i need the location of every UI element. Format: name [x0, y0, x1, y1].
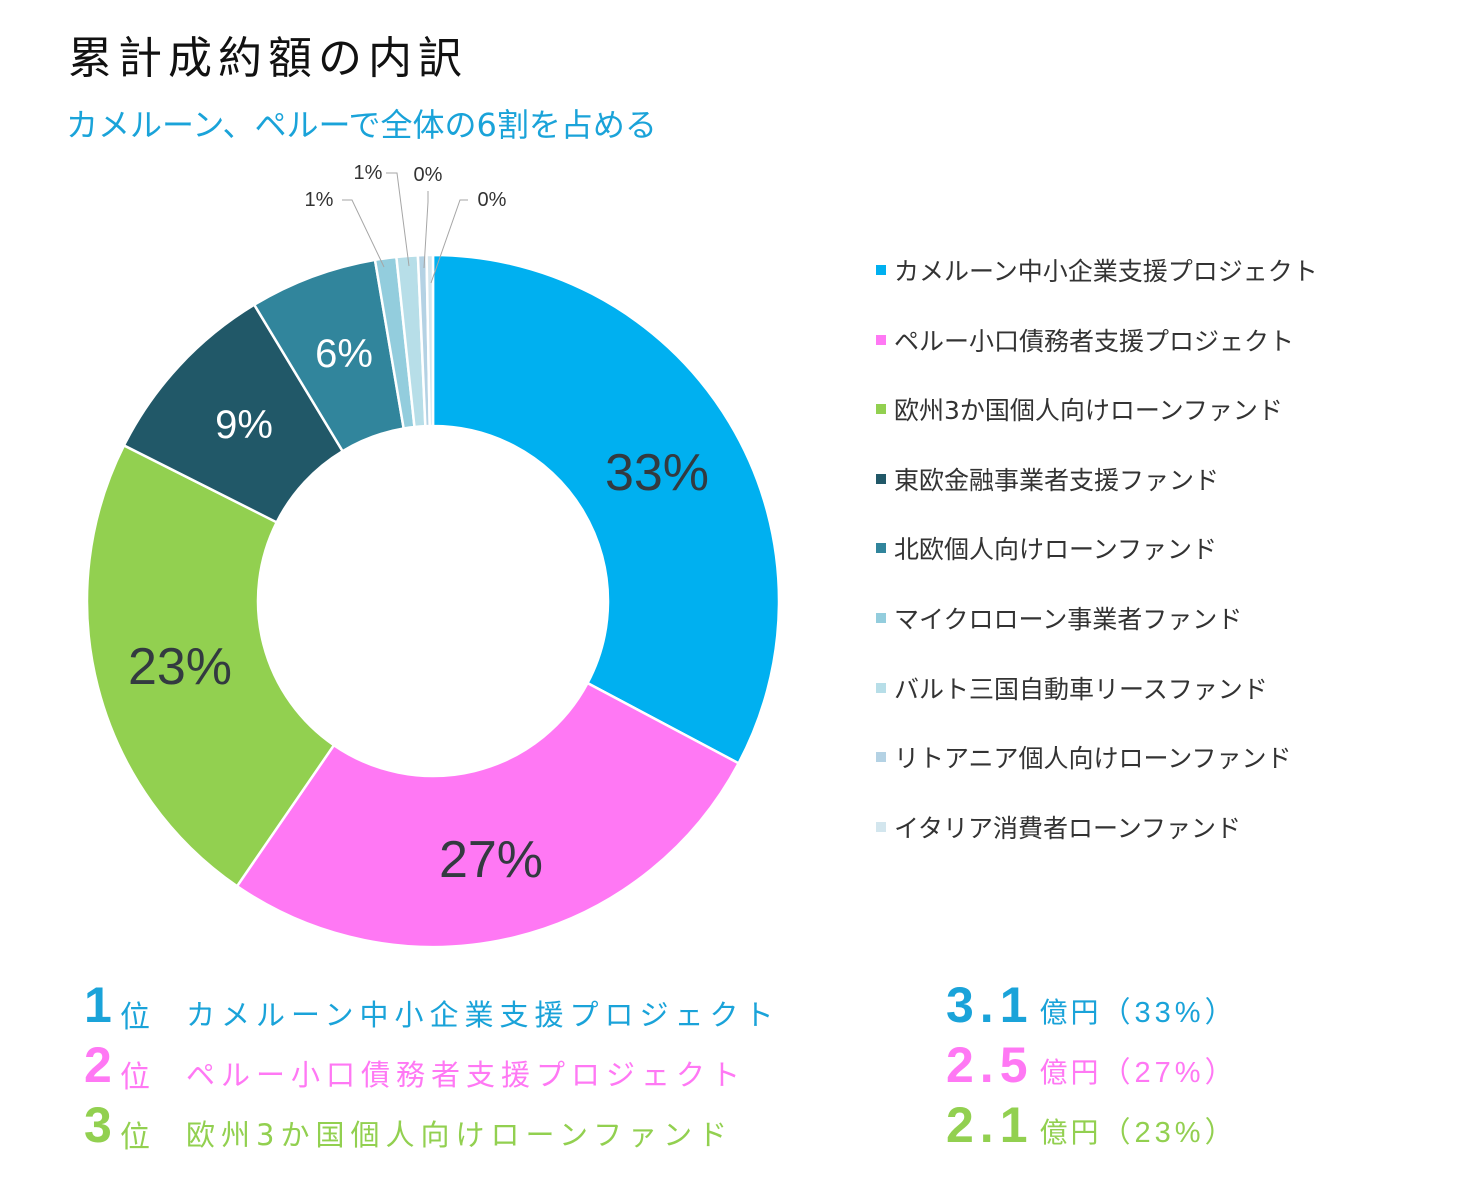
legend-item: リトアニア個人向けローンファンド — [876, 739, 1292, 775]
rank-value: 2.5 — [946, 1037, 1034, 1093]
data-label-9: 0% — [478, 189, 507, 211]
chart-subtitle: カメルーン、ペルーで全体の6割を占める — [66, 106, 657, 144]
rank-number: 2 — [84, 1037, 112, 1093]
rank-name: ペルー小口債務者支援プロジェクト — [186, 1058, 747, 1092]
legend-item: バルト三国自動車リースファンド — [876, 670, 1268, 706]
rank-share: （27%） — [1101, 1057, 1238, 1089]
rank-amount: 2.1 億円（23%） — [946, 1096, 1238, 1154]
data-label-6: 1% — [305, 189, 334, 211]
legend-label: 北欧個人向けローンファンド — [894, 535, 1218, 565]
pie-slice-3 — [85, 443, 336, 888]
legend-swatch — [876, 265, 886, 275]
legend-label: 欧州3か国個人向けローンファンド — [894, 396, 1283, 426]
rank-name: カメルーン中小企業支援プロジェクト — [186, 998, 780, 1032]
rank-value: 3.1 — [946, 977, 1034, 1033]
data-label-1: 33% — [605, 444, 709, 502]
legend-swatch — [876, 752, 886, 763]
legend-swatch — [876, 613, 886, 623]
legend-label: ペルー小口債務者支援プロジェクト — [894, 326, 1295, 356]
rank-unit: 億円 — [1039, 1056, 1102, 1089]
pie-slice-1 — [431, 253, 781, 765]
legend-label: 東欧金融事業者支援ファンド — [894, 465, 1220, 495]
rank-suffix: 位 — [120, 1120, 150, 1155]
rank-unit: 億円 — [1039, 1116, 1102, 1149]
legend-swatch — [876, 682, 886, 693]
rank-name: 欧州3か国個人向けローンファンド — [186, 1118, 734, 1152]
data-label-4: 9% — [215, 403, 273, 447]
data-label-3: 23% — [128, 638, 232, 696]
legend-swatch — [876, 334, 886, 345]
leader-line-8 — [423, 191, 429, 269]
legend-label: イタリア消費者ローンファンド — [894, 813, 1242, 843]
rank-amount: 3.1 億円（33%） — [946, 976, 1238, 1034]
legend-swatch — [876, 404, 886, 415]
legend-swatch — [876, 473, 886, 484]
rank-suffix: 位 — [120, 1060, 150, 1095]
rank-suffix: 位 — [120, 1000, 150, 1035]
legend-swatch — [876, 821, 886, 832]
legend-swatch — [876, 543, 886, 554]
pie-slice-2 — [235, 681, 741, 949]
data-label-5: 6% — [315, 332, 373, 376]
legend-label: マイクロローン事業者ファンド — [894, 605, 1243, 634]
rank-value: 2.1 — [946, 1097, 1034, 1153]
rank-amount: 2.5 億円（27%） — [946, 1036, 1238, 1094]
legend-label: リトアニア個人向けローンファンド — [894, 744, 1292, 774]
legend-item: ペルー小口債務者支援プロジェクト — [876, 322, 1294, 358]
leader-line-6 — [342, 199, 385, 268]
rank-unit: 億円 — [1039, 996, 1102, 1029]
leader-line-7 — [386, 172, 410, 267]
chart-title: 累計成約額の内訳 — [68, 33, 468, 84]
legend-item: 北欧個人向けローンファンド — [876, 530, 1217, 566]
leader-line-9 — [430, 199, 468, 284]
rank-share: （23%） — [1101, 1117, 1238, 1149]
legend-item: カメルーン中小企業支援プロジェクト — [876, 252, 1318, 288]
legend-item: 東欧金融事業者支援ファンド — [876, 461, 1219, 497]
legend-label: バルト三国自動車リースファンド — [894, 674, 1268, 704]
legend-item: マイクロローン事業者ファンド — [876, 600, 1242, 636]
data-label-8: 0% — [414, 164, 443, 186]
pie-slice-9 — [425, 253, 435, 428]
legend-label: カメルーン中小企業支援プロジェクト — [894, 257, 1318, 286]
legend-item: 欧州3か国個人向けローンファンド — [876, 391, 1283, 427]
data-label-2: 27% — [439, 831, 543, 889]
rank-number: 3 — [84, 1097, 112, 1153]
data-label-7: 1% — [354, 162, 383, 184]
rank-number: 1 — [84, 977, 112, 1033]
legend-item: イタリア消費者ローンファンド — [876, 809, 1241, 845]
rank-share: （33%） — [1101, 997, 1238, 1029]
